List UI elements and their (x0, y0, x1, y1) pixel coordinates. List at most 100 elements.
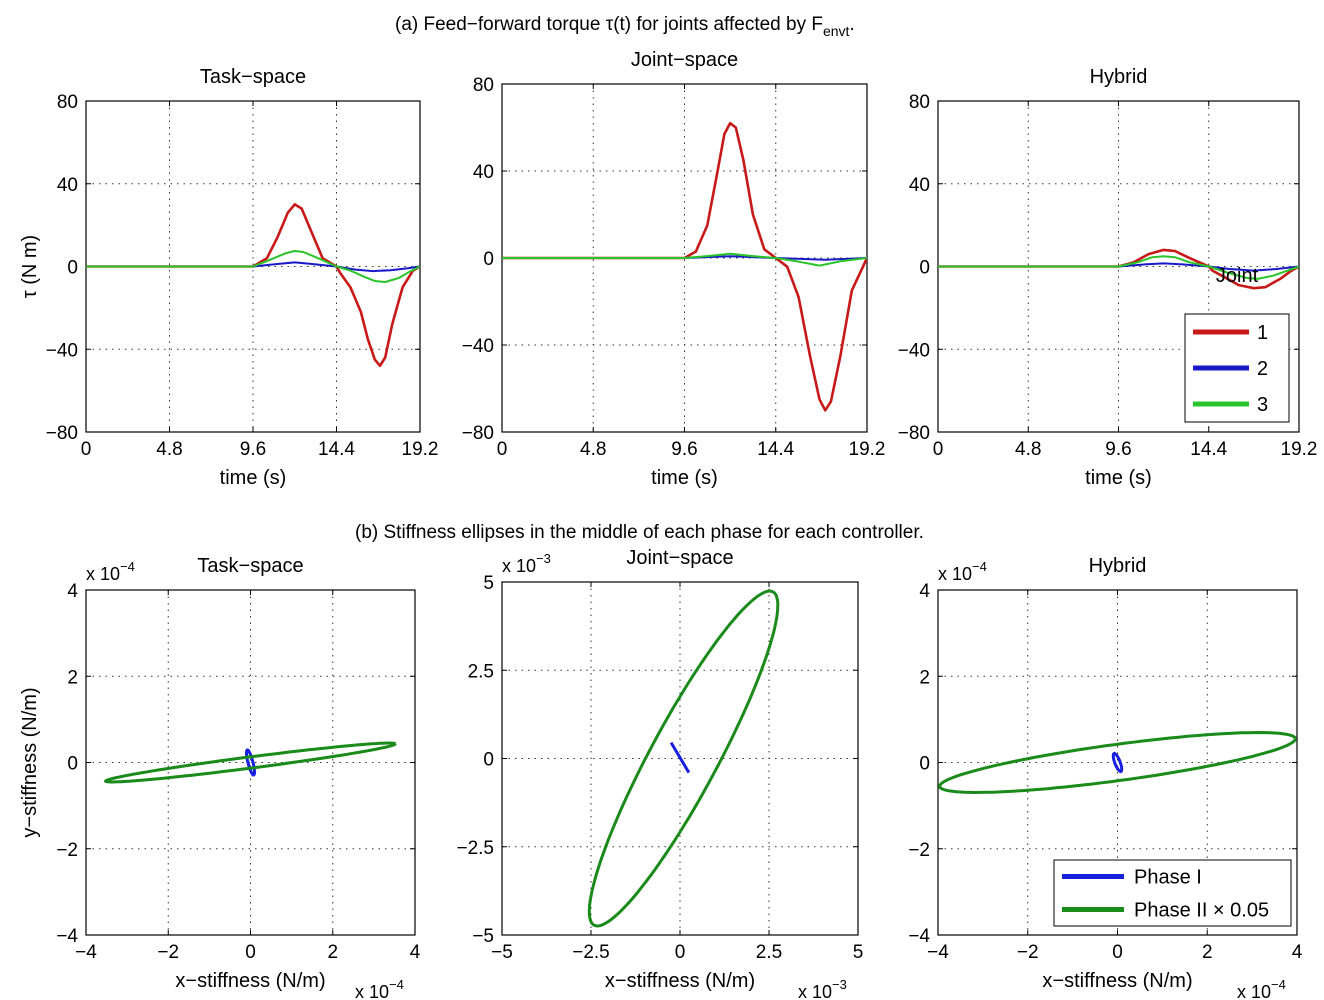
torque-joint-series-3-line (502, 252, 867, 267)
stiff-hybrid-series-phase-i-ellipse (1111, 751, 1124, 774)
torque-joint-title: Joint−space (631, 49, 738, 71)
stiff-hybrid-ytick-label: 0 (919, 754, 930, 775)
stiff-hybrid-plot-area (938, 730, 1297, 795)
torque-hybrid-series-3-line (938, 255, 1299, 280)
torque-task-ytick-label: 0 (67, 258, 78, 279)
stiff-hybrid-xlabel: x−stiffness (N/m) (1042, 970, 1192, 992)
stiff-task-ytick-label: −2 (56, 840, 78, 861)
torque-hybrid-xtick-label: 14.4 (1190, 439, 1227, 460)
section-a-title: (a) Feed−forward torque τ(t) for joints … (395, 14, 855, 39)
stiff-joint-xlabel: x−stiffness (N/m) (605, 970, 755, 992)
stiff-hybrid-y-exponent-base: x 10 (938, 564, 972, 584)
torque-task-xtick-label: 14.4 (318, 439, 355, 460)
stiff-hybrid-ytick-label: 2 (919, 667, 930, 688)
stiff-joint-ytick-label: 0 (483, 750, 494, 771)
torque-joint-xlabel: time (s) (651, 467, 718, 489)
stiff-joint-ytick-label: −2.5 (456, 838, 494, 859)
torque-joint-ytick-label: −40 (462, 336, 494, 357)
torque-task-xtick-label: 19.2 (402, 439, 439, 460)
stiff-hybrid-x-exponent-power: −4 (1271, 977, 1286, 992)
stiff-task-x-exponent-power: −4 (389, 977, 404, 992)
stiff-task-series-phase-ii-0-05-ellipse (103, 741, 397, 784)
torque-joint-ytick-label: 0 (483, 249, 494, 270)
stiff-task-plot-area (103, 741, 397, 784)
torque-joint-xtick-label: 9.6 (671, 439, 697, 460)
torque-task-ytick-label: 40 (57, 175, 78, 196)
stiff-task-xtick-label: −4 (75, 942, 97, 963)
stiff-joint-ytick-label: −5 (472, 926, 494, 947)
torque-joint-ytick-label: −80 (462, 423, 494, 444)
stiff-task-ytick-label: 0 (67, 754, 78, 775)
stiff-joint-plot-area (587, 589, 780, 928)
stiff-hybrid-panel: −4 −2 0 2 4 −4 −2 0 2 4 Hybrid x−stiffness (N/m) x 1… (908, 555, 1302, 1000)
stiff-joint-y-exponent-power: −3 (536, 551, 551, 566)
stiff-task-xtick-label: 4 (410, 942, 421, 963)
stiff-hybrid-xtick-label: 0 (1112, 942, 1123, 963)
torque-hybrid-xtick-label: 0 (933, 439, 944, 460)
torque-task-panel: 0 4.8 9.6 14.4 19.2 −80 −40 0 40 80 Task−space time… (19, 66, 438, 489)
torque-hybrid-xtick-label: 4.8 (1015, 439, 1041, 460)
stiff-task-x-exponent-base: x 10 (355, 982, 389, 1000)
torque-hybrid-title: Hybrid (1090, 66, 1148, 88)
stiff-joint-xtick-label: 0 (675, 942, 686, 963)
torque-task-xlabel: time (s) (220, 467, 287, 489)
stiff-hybrid-ytick-label: −4 (908, 926, 930, 947)
torque-joint-series-1-line (502, 121, 867, 412)
stiff-hybrid-series-phase-ii-0-05-ellipse (938, 730, 1297, 795)
stiff-task-ytick-label: 4 (67, 581, 78, 602)
stiff-task-xlabel: x−stiffness (N/m) (175, 970, 325, 992)
torque-hybrid-plot-area (938, 248, 1299, 290)
stiff-task-xtick-label: 0 (245, 942, 256, 963)
stiff-hybrid-xtick-label: −4 (927, 942, 949, 963)
stiff-task-xtick-label: 2 (327, 942, 338, 963)
stiff-hybrid-xtick-label: −2 (1017, 942, 1039, 963)
stiff-hybrid-xtick-label: 4 (1292, 942, 1303, 963)
stiff-hybrid-legend-label: Phase II × 0.05 (1134, 900, 1269, 922)
stiff-task-ytick-label: −4 (56, 926, 78, 947)
torque-task-ytick-label: 80 (57, 92, 78, 113)
torque-hybrid-ytick-label: −80 (898, 423, 930, 444)
stiff-joint-ytick-label: 2.5 (468, 661, 494, 682)
torque-hybrid-legend: Joint 1 2 3 (1184, 265, 1290, 423)
torque-task-ylabel: τ (N m) (19, 235, 41, 298)
stiff-task-title: Task−space (197, 555, 303, 577)
stiff-hybrid-y-exponent: x 10−4 (938, 559, 987, 584)
stiff-hybrid-xtick-label: 2 (1202, 942, 1213, 963)
torque-joint-xtick-label: 4.8 (580, 439, 606, 460)
stiff-task-ylabel: y−stiffness (N/m) (19, 687, 41, 837)
torque-hybrid-legend-title: Joint (1216, 265, 1259, 287)
stiff-hybrid-title: Hybrid (1089, 555, 1147, 577)
torque-joint-xtick-label: 14.4 (757, 439, 794, 460)
torque-joint-ytick-label: 40 (473, 162, 494, 183)
stiff-task-panel: −4 −2 0 2 4 −4 −2 0 2 4 Task−space x−stiffness (N/m… (19, 555, 421, 1000)
torque-hybrid-ytick-label: −40 (898, 340, 930, 361)
stiff-hybrid-ytick-label: −2 (908, 840, 930, 861)
torque-hybrid-ytick-label: 0 (919, 258, 930, 279)
torque-hybrid-panel: 0 4.8 9.6 14.4 19.2 −80 −40 0 40 80 Hybrid time (s)… (898, 66, 1318, 489)
stiff-task-y-exponent-base: x 10 (86, 564, 120, 584)
torque-hybrid-legend-label: 3 (1257, 394, 1268, 416)
torque-joint-ytick-label: 80 (473, 75, 494, 96)
stiff-joint-y-exponent-base: x 10 (502, 556, 536, 576)
stiff-task-y-exponent-power: −4 (120, 559, 135, 574)
torque-task-xtick-label: 9.6 (240, 439, 266, 460)
torque-hybrid-legend-label: 2 (1257, 358, 1268, 380)
stiff-joint-xtick-label: 2.5 (756, 942, 782, 963)
stiff-joint-x-exponent-power: −3 (832, 977, 847, 992)
stiff-joint-xtick-label: 5 (853, 942, 864, 963)
stiff-hybrid-legend-box (1053, 859, 1292, 927)
torque-joint-xtick-label: 19.2 (849, 439, 886, 460)
stiff-joint-xtick-label: −5 (491, 942, 513, 963)
torque-joint-panel: 0 4.8 9.6 14.4 19.2 −80 −40 0 40 80 Joint−space tim… (462, 49, 886, 489)
torque-task-xtick-label: 0 (81, 439, 92, 460)
stiff-joint-series-phase-ii-0-05-ellipse (587, 589, 780, 928)
torque-hybrid-ytick-label: 80 (909, 92, 930, 113)
stiff-joint-series-phase-i-segment (669, 741, 691, 774)
stiff-joint-panel: −5 −2.5 0 2.5 5 −5 −2.5 0 2.5 5 Joint−space x−stiff… (456, 547, 863, 1000)
torque-hybrid-xtick-label: 9.6 (1105, 439, 1131, 460)
section-b-title: (b) Stiffness ellipses in the middle of … (355, 522, 924, 543)
torque-joint-plot-area (502, 121, 867, 412)
stiff-hybrid-legend: Phase I Phase II × 0.05 (1053, 859, 1292, 927)
stiff-task-y-exponent: x 10−4 (86, 559, 135, 584)
